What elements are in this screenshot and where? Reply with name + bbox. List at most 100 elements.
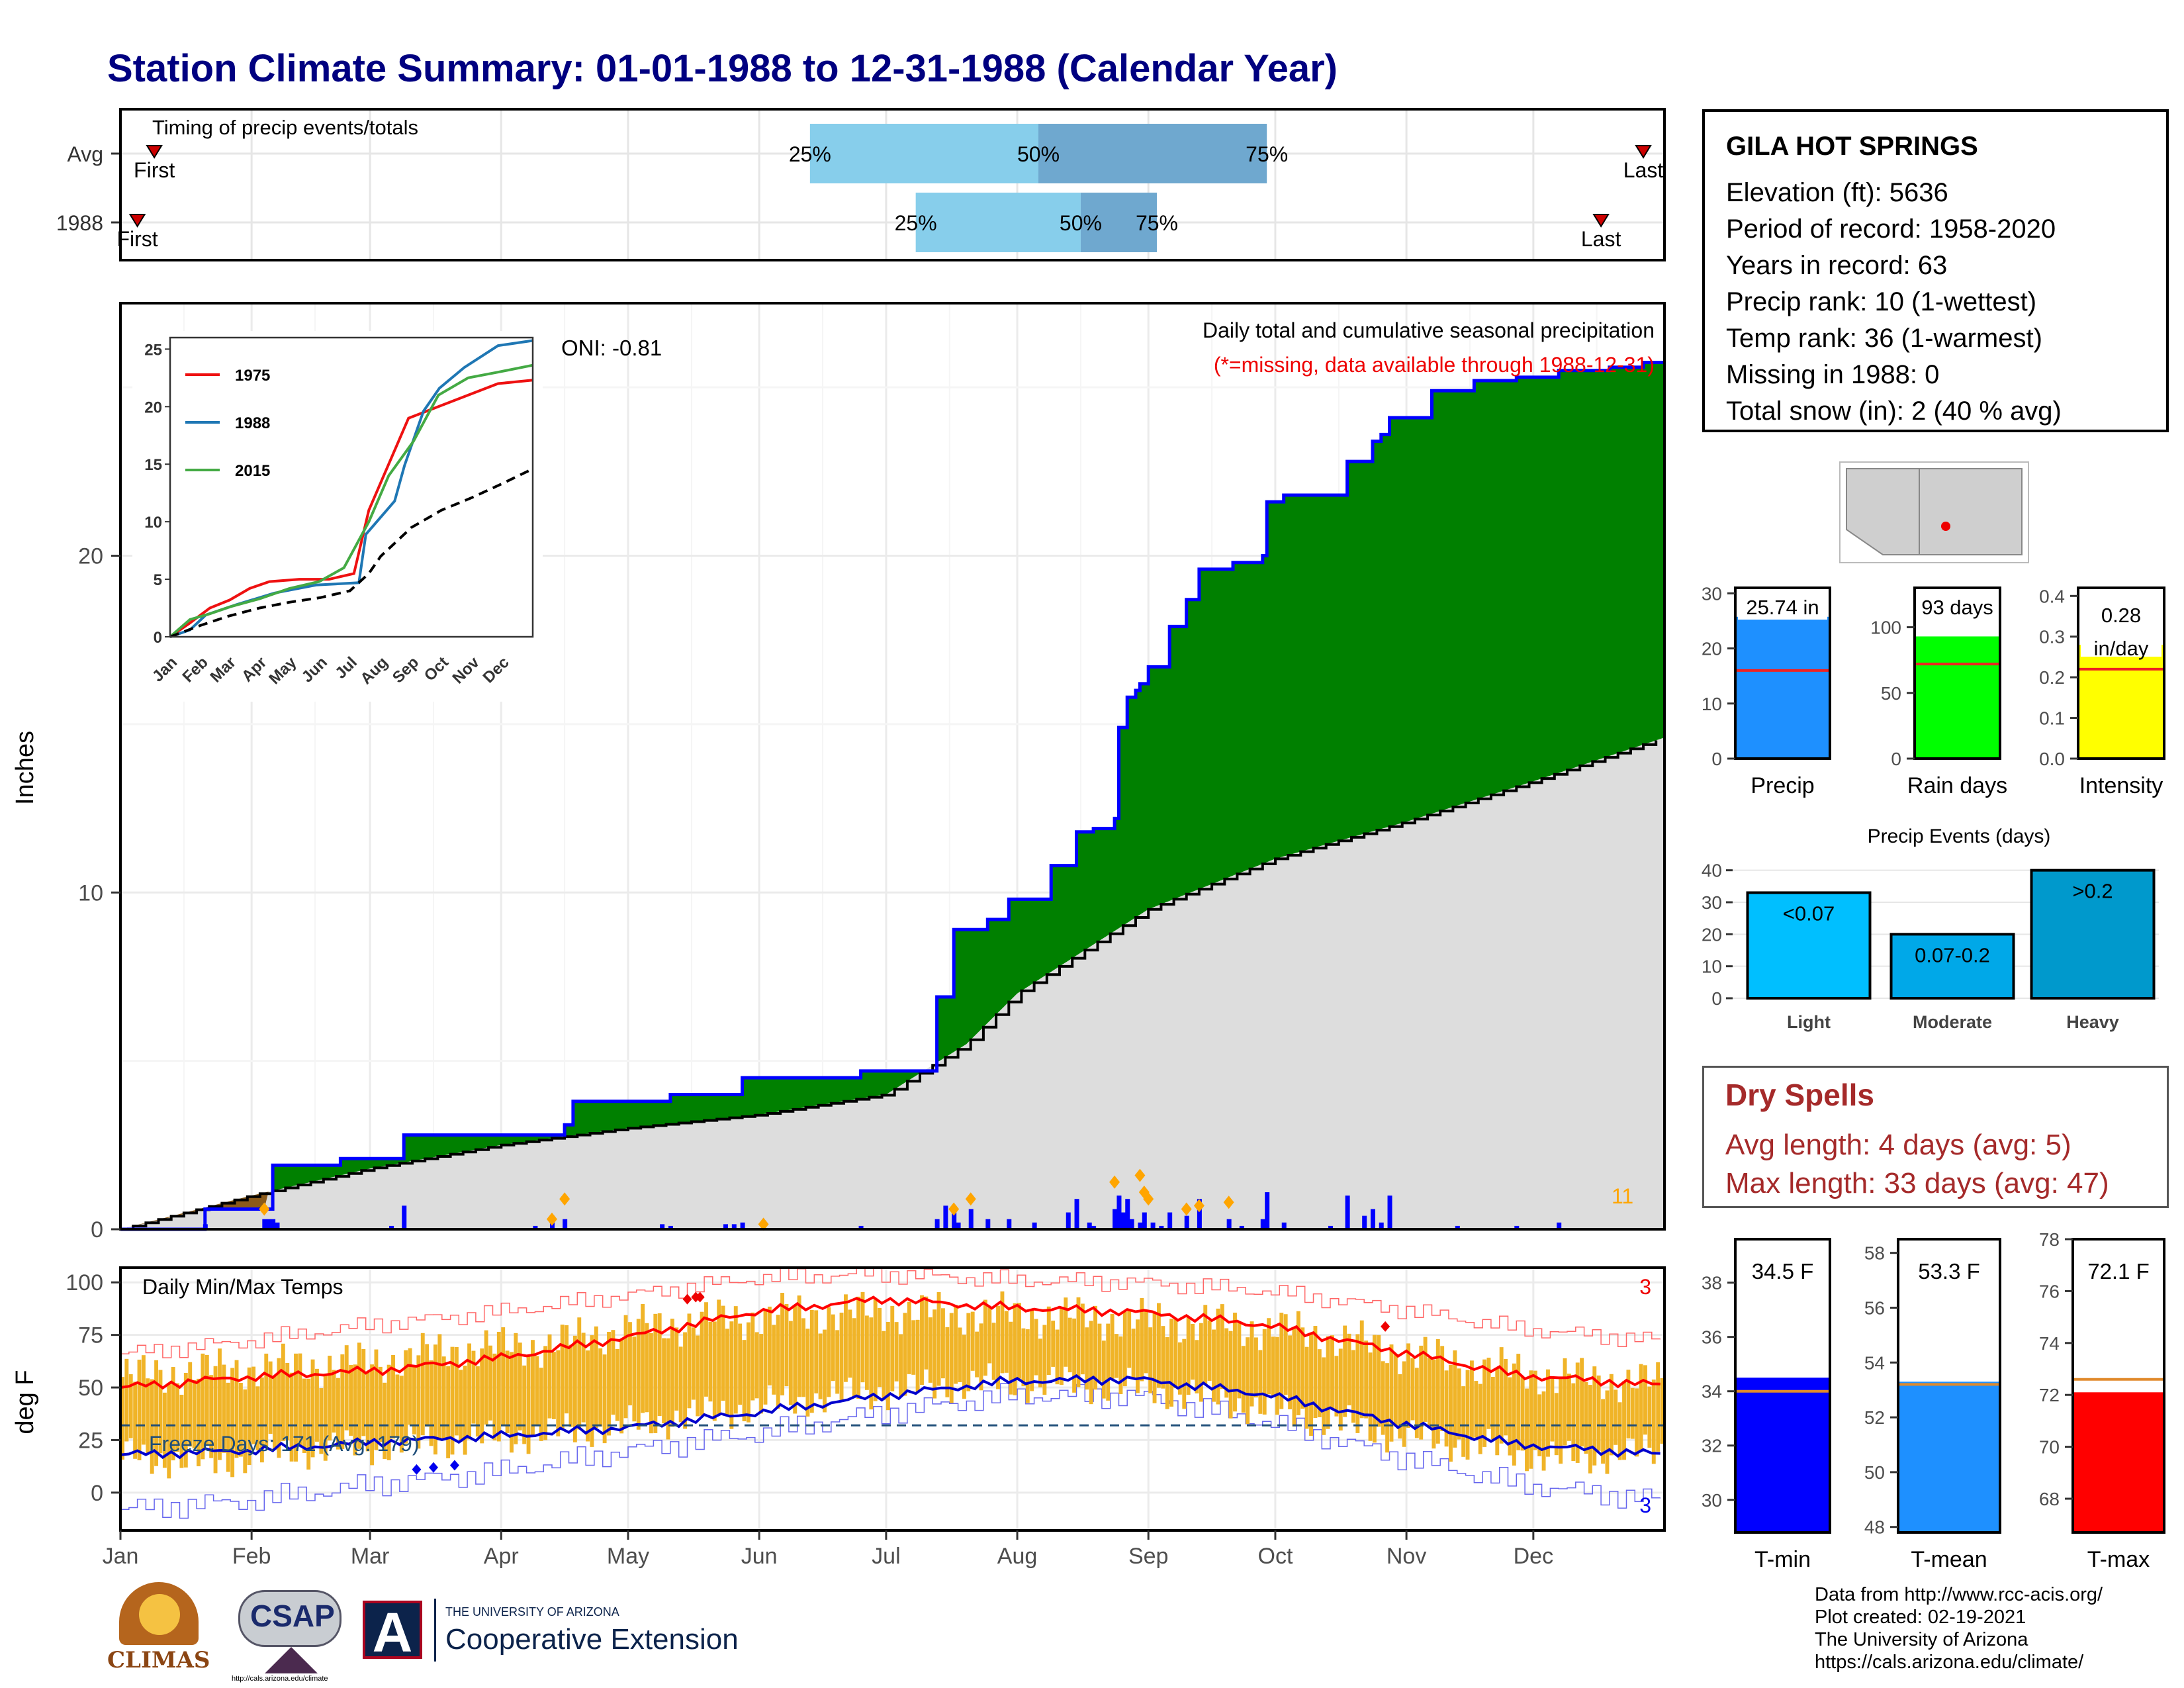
temps-daily-range-bar [1330,1335,1334,1409]
temps-daily-range-bar [285,1362,290,1440]
temps-daily-range-bar [1220,1304,1224,1389]
events-ytick-label: 10 [1702,957,1722,977]
temps-daily-range-bar [924,1296,929,1370]
temps-daily-range-bar [1626,1370,1631,1438]
timing-p25-label: 25% [789,142,831,166]
temps-daily-range-bar [1592,1366,1597,1466]
temps-daily-range-bar [903,1313,907,1396]
temps-daily-range-bar [1546,1369,1550,1457]
temps-daily-range-bar [1432,1359,1436,1449]
temps-daily-range-bar [277,1358,281,1458]
csap-cloud [238,1590,341,1647]
temps-daily-range-bar [120,1377,124,1460]
precip-summary-2-ytick-label: 0.4 [2039,586,2065,606]
temps-daily-range-bar [531,1340,535,1436]
temps-daily-range-bar [218,1348,222,1460]
temps-daily-range-bar [864,1315,869,1390]
temps-daily-range-bar [361,1348,366,1436]
temps-xtick-label: Sep [1128,1544,1169,1569]
timing-p75-label: 75% [1136,211,1178,235]
climas-logo: CLIMAS [107,1582,216,1678]
temps-daily-range-bar [721,1305,725,1401]
temps-daily-range-bar [255,1386,260,1451]
temps-daily-range-bar [970,1311,975,1371]
temp-summary-1-ytick-label: 48 [1864,1517,1885,1538]
temps-daily-range-bar [175,1383,179,1452]
temps-daily-range-bar [514,1333,518,1444]
temps-daily-range-bar [141,1355,146,1445]
temps-daily-range-bar [594,1326,598,1429]
events-ytick-label: 0 [1711,988,1722,1009]
temps-daily-range-bar [958,1327,962,1382]
temps-daily-range-bar [1516,1354,1521,1450]
temps-daily-range-bar [1372,1335,1377,1443]
temps-daily-range-bar [848,1309,852,1378]
temps-daily-range-bar [1046,1306,1051,1376]
temps-daily-range-bar [1309,1333,1313,1436]
temps-daily-range-bar [1398,1374,1402,1439]
temps-daily-range-bar [1253,1337,1258,1398]
temps-daily-range-bar [387,1364,391,1460]
temps-record-low-marker [412,1464,422,1475]
temps-daily-range-bar [1131,1329,1136,1378]
temps-daily-range-bar [1457,1368,1461,1440]
precip-extreme-marker [559,1192,570,1206]
temps-daily-range-bar [933,1309,937,1399]
precip-daily-bar [1091,1225,1097,1229]
temps-daily-range-bar [1601,1399,1606,1464]
temps-daily-range-bar [1228,1331,1233,1419]
temps-daily-range-bar [1495,1368,1500,1456]
temps-daily-range-bar [340,1354,345,1450]
temps-daily-range-bar [344,1345,349,1430]
temps-daily-range-bar [259,1377,264,1463]
temps-daily-range-bar [560,1325,565,1429]
temps-daily-range-bar [666,1338,670,1440]
precip-normal-line [120,740,1658,1231]
temps-daily-range-bar [823,1329,827,1413]
precip-daily-bar [1514,1225,1520,1229]
precip-daily-bar [1066,1212,1071,1229]
temps-daily-range-bar [1338,1348,1343,1430]
temps-daily-range-bar [1013,1303,1017,1395]
temp-summary-1-category-label: T-mean [1911,1547,1987,1572]
temps-record-low-marker [449,1460,459,1471]
inset-series-line [169,467,533,638]
temps-daily-range-bar [1541,1391,1546,1471]
temps-daily-range-bar [662,1338,666,1424]
temps-daily-range-bar [1080,1303,1085,1375]
temps-daily-range-bar [1097,1323,1102,1382]
precip-summary-0-ytick-label: 10 [1702,694,1722,714]
temps-daily-range-bar [607,1331,611,1436]
precip-summary-2-ytick-label: 0.0 [2039,749,2065,769]
temps-xtick-label: Jan [103,1544,139,1569]
temps-daily-range-bar [383,1382,387,1459]
temps-daily-range-bar [1106,1323,1111,1401]
temps-daily-range-bar [907,1301,911,1374]
dry-spells-max: Max length: 33 days (avg: 47) [1725,1167,2109,1199]
ua-small-text: THE UNIVERSITY OF ARIZONA [445,1605,619,1618]
temps-daily-range-bar [1563,1358,1567,1446]
temps-daily-range-bar [374,1349,379,1450]
temps-daily-range-bar [1317,1349,1322,1417]
temps-daily-range-bar [878,1307,882,1387]
temps-daily-range-bar [572,1335,577,1442]
temps-daily-range-bar [577,1317,582,1430]
temps-daily-range-bar [1042,1325,1047,1395]
temps-daily-range-bar [894,1322,899,1382]
events-ytick-label: 30 [1702,892,1722,913]
temps-daily-range-bar [827,1307,831,1397]
precip-daily-bar [266,1219,271,1229]
temps-daily-range-bar [1635,1388,1639,1457]
precip-daily-bar [1074,1199,1079,1229]
credits: Data from http://www.rcc-acis.org/ Plot … [1815,1583,2103,1673]
temps-ytick-label: 75 [78,1323,103,1348]
map-station-marker [1941,522,1950,531]
temps-daily-range-bar [349,1364,353,1436]
temps-xtick-label: Mar [351,1544,390,1569]
temps-daily-range-bar [395,1374,400,1437]
map-new-mexico [1919,468,2023,555]
temps-daily-range-bar [852,1318,856,1398]
dry-spells-title: Dry Spells [1725,1078,1874,1112]
temps-daily-range-bar [657,1313,662,1417]
temps-daily-range-bar [429,1360,433,1446]
